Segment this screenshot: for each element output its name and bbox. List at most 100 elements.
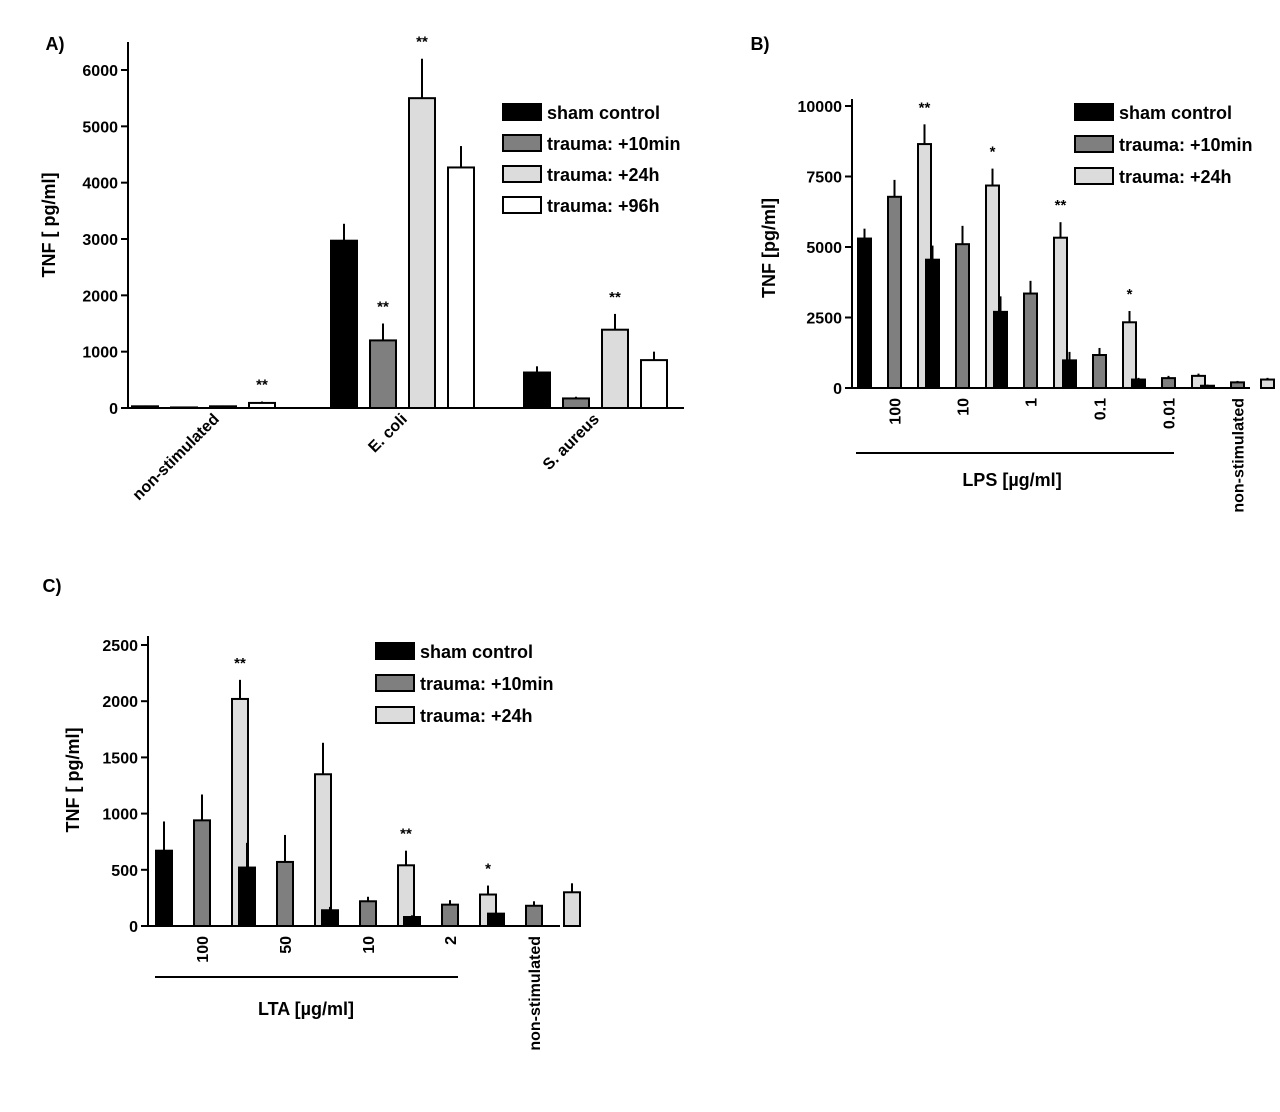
y-tick-label: 10000: [798, 99, 843, 116]
chart-panel-a: A) 0 1000 2000 3000 4000 5000 6000 TNF [ pg/ml] n…: [39, 34, 684, 504]
bar: [238, 866, 256, 927]
significance-label: **: [919, 99, 931, 116]
bar: [408, 97, 436, 410]
y-tick-label: 500: [111, 863, 138, 880]
panel-label: C): [43, 576, 62, 596]
bar: [1260, 378, 1275, 390]
legend-swatch: [502, 134, 542, 152]
bar: [1092, 354, 1107, 390]
bar: [276, 860, 294, 928]
bar: [1131, 378, 1146, 390]
panel-label: B): [751, 34, 770, 54]
significance-label: *: [1127, 286, 1133, 303]
panel-label: A): [46, 34, 65, 54]
x-tick-label: 50: [278, 936, 295, 954]
chart-panel-c: C) 0 500 1000 1500 2000 2500 TNF [ pg/ml] 100 50 1…: [43, 576, 581, 1051]
y-tick-label: 2500: [806, 311, 842, 328]
bar: [1161, 377, 1176, 390]
bar: [1230, 381, 1245, 389]
legend-swatch: [502, 165, 542, 183]
y-tick-label: 1000: [82, 345, 118, 362]
bar: [155, 849, 173, 928]
bar: [403, 916, 421, 927]
legend-label: trauma: +24h: [420, 706, 533, 726]
x-tick-label: S. aureus: [540, 411, 603, 474]
x-tick-label: 0.01: [1162, 398, 1179, 429]
y-tick-label: 5000: [806, 240, 842, 257]
significance-label: **: [416, 34, 428, 51]
y-axis-title: TNF [ pg/ml]: [39, 173, 59, 278]
legend-label: sham control: [1119, 103, 1232, 123]
group-label: LTA [µg/ml]: [258, 999, 354, 1019]
legend-swatch: [375, 674, 415, 692]
legend-swatch: [1074, 167, 1114, 185]
y-axis-title: TNF [ pg/ml]: [63, 728, 83, 833]
bar: [359, 900, 377, 927]
y-tick-label: 1500: [102, 750, 138, 767]
x-tick-label: 0.1: [1093, 398, 1110, 420]
x-tick-label: 10: [361, 936, 378, 954]
legend-swatch: [502, 196, 542, 214]
significance-label: **: [609, 289, 621, 306]
significance-label: *: [990, 144, 996, 161]
y-tick-label: 0: [109, 401, 118, 418]
y-tick-label: 2500: [102, 638, 138, 655]
bar: [1053, 236, 1068, 389]
x-tick-label: E. coli: [365, 411, 410, 456]
legend-label: trauma: +24h: [547, 165, 660, 185]
bar: [193, 819, 211, 927]
y-tick-label: 3000: [82, 232, 118, 249]
legend-swatch: [502, 103, 542, 121]
legend-label: trauma: +96h: [547, 196, 660, 216]
bar: [447, 166, 475, 409]
bar: [330, 239, 358, 409]
bar: [955, 243, 970, 389]
legend-label: trauma: +10min: [547, 134, 681, 154]
y-tick-label: 0: [129, 919, 138, 936]
significance-label: **: [1055, 197, 1067, 214]
y-tick-label: 4000: [82, 176, 118, 193]
legend-swatch: [375, 642, 415, 660]
x-tick-label: 2: [443, 936, 460, 945]
bar: [857, 237, 872, 389]
significance-label: *: [485, 861, 491, 878]
legend-label: sham control: [547, 103, 660, 123]
significance-label: **: [400, 826, 412, 843]
bar: [248, 401, 276, 409]
significance-label: **: [256, 377, 268, 394]
x-tick-label: 10: [956, 398, 973, 416]
y-tick-label: 7500: [806, 170, 842, 187]
legend-label: trauma: +10min: [1119, 135, 1253, 155]
bar: [1200, 384, 1215, 389]
y-tick-label: 1000: [102, 807, 138, 824]
bar: [525, 904, 543, 928]
significance-label: **: [234, 655, 246, 672]
x-tick-label: 100: [888, 398, 905, 425]
legend-label: trauma: +10min: [420, 674, 554, 694]
x-tick-label: non-stimulated: [527, 936, 544, 1051]
bar: [887, 195, 902, 389]
bar: [209, 405, 237, 409]
bar: [640, 359, 668, 410]
y-tick-label: 2000: [102, 694, 138, 711]
legend-label: trauma: +24h: [1119, 167, 1232, 187]
bar: [369, 339, 397, 409]
bar: [601, 328, 629, 409]
bar: [1122, 321, 1137, 390]
x-tick-label: 100: [195, 936, 212, 963]
x-tick-label: non-stimulated: [130, 411, 223, 504]
y-axis-title: TNF [pg/ml]: [759, 198, 779, 298]
y-tick-label: 2000: [82, 288, 118, 305]
legend-swatch: [1074, 103, 1114, 121]
bar: [314, 773, 332, 928]
x-tick-label: 1: [1024, 398, 1041, 407]
bar: [925, 258, 940, 389]
bar: [993, 310, 1008, 389]
group-label: LPS [µg/ml]: [962, 470, 1061, 490]
bar: [523, 371, 551, 410]
y-tick-label: 6000: [82, 63, 118, 80]
legend-swatch: [1074, 135, 1114, 153]
bar: [131, 405, 159, 409]
bar: [1023, 292, 1038, 389]
